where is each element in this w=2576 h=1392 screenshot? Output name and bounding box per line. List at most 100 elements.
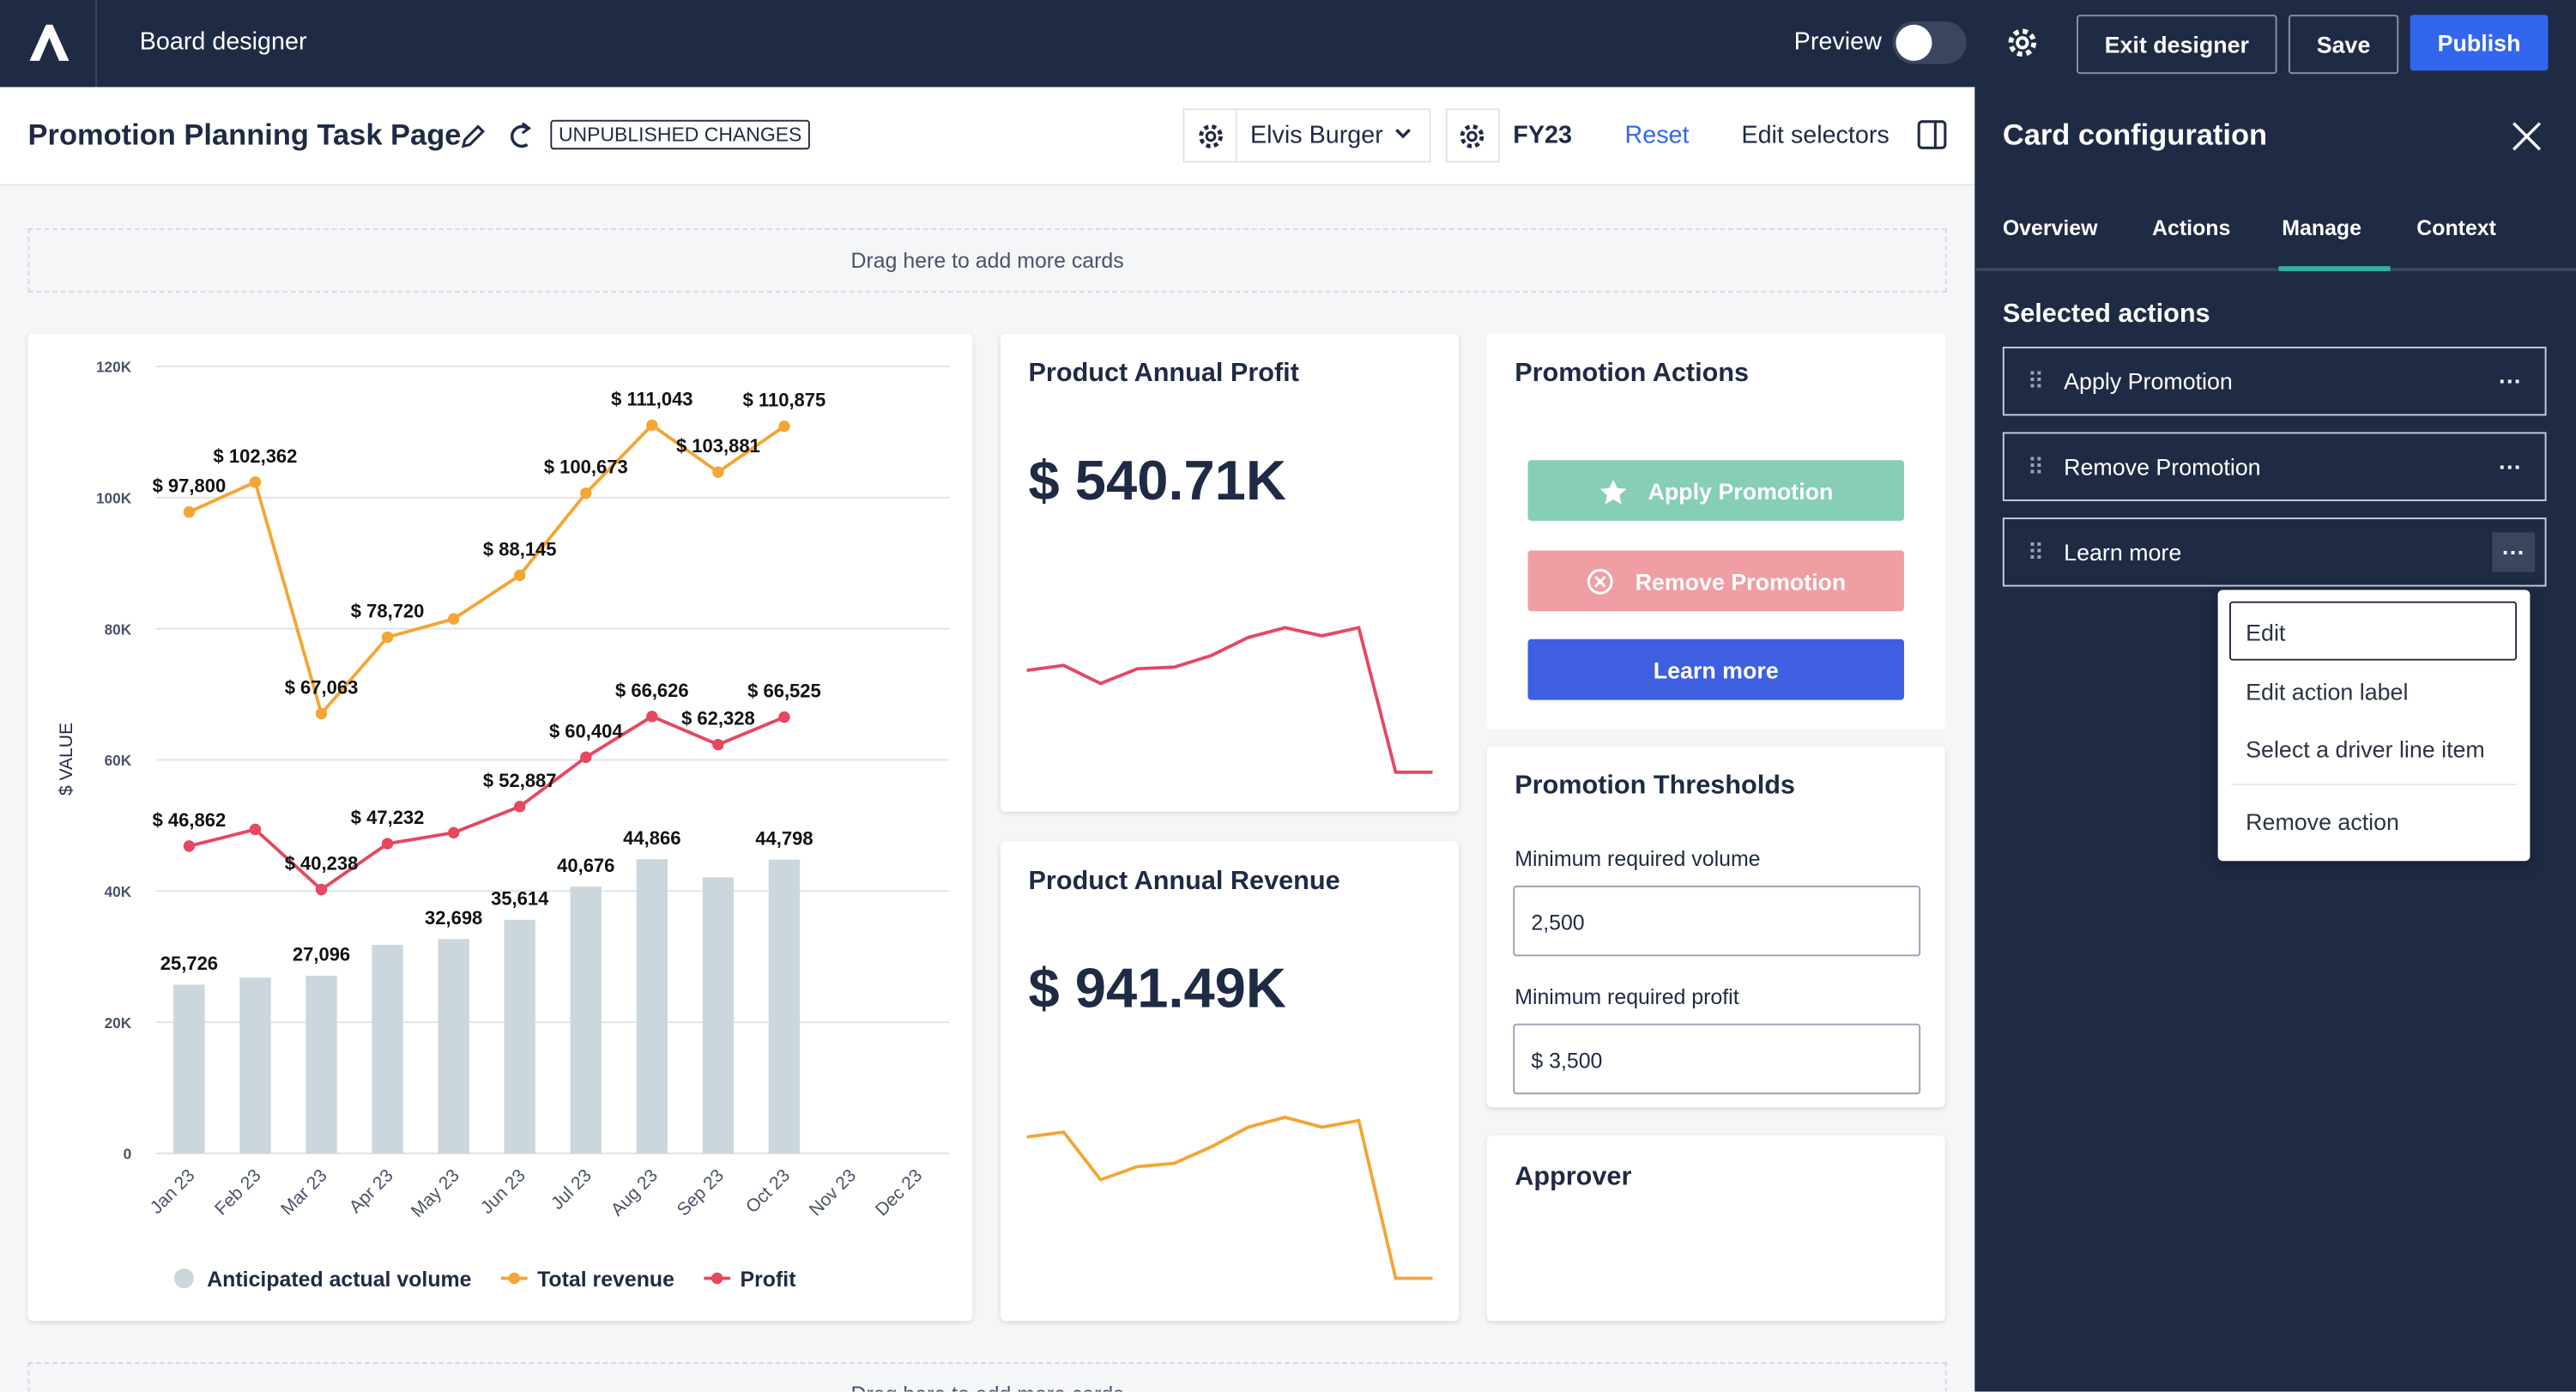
edit-selectors[interactable]: Edit selectors bbox=[1741, 121, 1890, 150]
bar bbox=[570, 887, 602, 1154]
sparkline bbox=[1026, 1115, 1433, 1280]
point bbox=[315, 883, 328, 896]
apply-button[interactable]: Apply Promotion bbox=[1527, 460, 1904, 521]
data-label: $ 102,362 bbox=[214, 445, 298, 467]
drop-zone[interactable]: Drag here to add more cards bbox=[27, 228, 1947, 293]
text-input[interactable]: $ 3,500 bbox=[1513, 1023, 1921, 1095]
card-title: Promotion Actions bbox=[1515, 360, 1750, 388]
data-label: $ 103,881 bbox=[676, 435, 760, 457]
action-label: Apply Promotion bbox=[2064, 367, 2233, 395]
data-label: $ 62,328 bbox=[681, 708, 755, 729]
settings-icon[interactable] bbox=[2005, 25, 2041, 61]
page-title: Promotion Planning Task Page bbox=[27, 118, 462, 152]
thresholds-card[interactable] bbox=[1486, 746, 1945, 1108]
bar bbox=[372, 944, 403, 1154]
card-title: Approver bbox=[1515, 1163, 1632, 1192]
point bbox=[183, 840, 196, 852]
panel-icon[interactable] bbox=[1917, 120, 1947, 149]
divider bbox=[95, 0, 97, 88]
save-button[interactable]: Save bbox=[2288, 15, 2399, 75]
data-label: 44,866 bbox=[623, 827, 680, 849]
revenue-card[interactable] bbox=[1000, 841, 1460, 1322]
menu-item[interactable]: Edit bbox=[2246, 619, 2286, 646]
menu-item[interactable]: Select a driver line item bbox=[2246, 735, 2485, 763]
section-title: Selected actions bbox=[2002, 300, 2210, 329]
point bbox=[183, 505, 196, 518]
y-tick-label: 0 bbox=[124, 1146, 132, 1163]
learn-button[interactable]: Learn more bbox=[1527, 639, 1904, 700]
y-tick-label: 40K bbox=[105, 883, 132, 900]
action-item[interactable]: ⠿ Remove Promotion ··· bbox=[2002, 432, 2547, 501]
bar bbox=[768, 859, 801, 1154]
title-icons[interactable] bbox=[458, 122, 537, 151]
sparklines bbox=[1026, 626, 1433, 1280]
point bbox=[514, 569, 526, 582]
tab-active[interactable]: Manage bbox=[2282, 215, 2361, 240]
point bbox=[447, 826, 460, 839]
button-label: Apply Promotion bbox=[1648, 477, 1834, 504]
profit-card[interactable] bbox=[1000, 333, 1460, 812]
data-label: $ 66,525 bbox=[747, 681, 821, 702]
status-badge: UNPUBLISHED CHANGES bbox=[550, 119, 810, 150]
data-label: $ 110,875 bbox=[743, 390, 826, 411]
drop-zone[interactable]: Drag here to add more cards bbox=[27, 1362, 1947, 1392]
app-title: Board designer bbox=[139, 27, 307, 57]
action-item[interactable]: ⠿ Apply Promotion ··· bbox=[2002, 346, 2547, 416]
preview-toggle[interactable] bbox=[1892, 21, 1967, 64]
point bbox=[249, 823, 262, 836]
point bbox=[646, 711, 658, 723]
sparkline bbox=[1026, 626, 1433, 774]
reset-link[interactable]: Reset bbox=[1624, 121, 1690, 150]
card-title: Product Annual Revenue bbox=[1028, 867, 1340, 896]
bar bbox=[305, 975, 337, 1154]
field-label: Minimum required profit bbox=[1515, 983, 1739, 1009]
data-label: 25,726 bbox=[160, 953, 218, 974]
context-menu bbox=[2217, 590, 2531, 862]
y-tick-label: 120K bbox=[96, 359, 132, 376]
exit-button[interactable]: Exit designer bbox=[2076, 15, 2277, 75]
menu-focus bbox=[2229, 601, 2518, 661]
tab[interactable]: Actions bbox=[2152, 215, 2231, 240]
point bbox=[646, 419, 658, 432]
kpi-value: $ 941.49K bbox=[1028, 958, 1286, 1020]
action-label: Remove Promotion bbox=[2064, 453, 2261, 481]
data-label: $ 88,145 bbox=[483, 538, 557, 560]
year-selector[interactable] bbox=[1445, 108, 1500, 163]
bar bbox=[173, 984, 205, 1154]
bar bbox=[504, 919, 535, 1154]
gear-icon bbox=[1199, 124, 1223, 148]
bar bbox=[438, 939, 469, 1154]
y-tick-label: 80K bbox=[105, 620, 132, 638]
data-label: $ 52,887 bbox=[483, 770, 557, 791]
selector[interactable] bbox=[1182, 108, 1431, 163]
menu-item[interactable]: Remove action bbox=[2246, 808, 2399, 835]
point bbox=[381, 631, 394, 644]
tab[interactable]: Context bbox=[2416, 215, 2496, 240]
point bbox=[778, 420, 790, 433]
button-label: Remove Promotion bbox=[1635, 567, 1847, 595]
point bbox=[580, 751, 592, 764]
text-input[interactable]: 2,500 bbox=[1513, 885, 1921, 957]
publish-button[interactable]: Publish bbox=[2410, 15, 2549, 71]
data-label: $ 100,673 bbox=[544, 457, 628, 478]
card-title: Promotion Thresholds bbox=[1515, 772, 1795, 801]
point bbox=[712, 738, 724, 751]
point bbox=[712, 466, 724, 478]
menu-item[interactable]: Edit action label bbox=[2246, 678, 2409, 705]
data-label: $ 97,800 bbox=[153, 475, 227, 497]
point bbox=[249, 476, 262, 488]
field-label: Minimum required volume bbox=[1515, 845, 1761, 871]
tab[interactable]: Overview bbox=[2002, 215, 2098, 240]
tab-indicator bbox=[2278, 266, 2391, 271]
action-item[interactable]: ⠿ Learn more ··· bbox=[2002, 517, 2547, 587]
data-label: $ 46,862 bbox=[153, 809, 227, 831]
data-label: $ 78,720 bbox=[351, 600, 425, 621]
legend-label: Profit bbox=[741, 1268, 796, 1292]
close-icon[interactable] bbox=[2512, 122, 2542, 151]
approver-card[interactable] bbox=[1486, 1135, 1945, 1322]
remove-button[interactable]: Remove Promotion bbox=[1527, 550, 1904, 612]
card-title: Product Annual Profit bbox=[1028, 360, 1299, 388]
data-label: 40,676 bbox=[557, 855, 614, 876]
